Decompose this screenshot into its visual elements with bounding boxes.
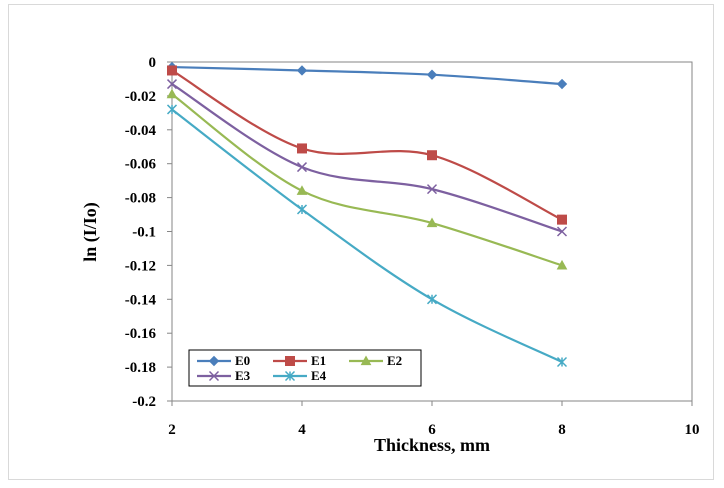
legend-item-e2: E2 xyxy=(349,353,402,368)
data-point-e3 xyxy=(296,162,308,173)
legend-item-e4: E4 xyxy=(273,368,327,383)
y-axis-title: ln (I/Io) xyxy=(80,202,101,262)
legend-marker-e0 xyxy=(208,355,220,367)
x-tick-label: 2 xyxy=(168,422,176,438)
x-axis-title: Thickness, mm xyxy=(374,435,490,455)
data-point-e1 xyxy=(427,150,437,161)
legend-item-e0: E0 xyxy=(197,353,250,368)
y-tick-label: -0.04 xyxy=(125,123,157,139)
y-tick-label: -0.06 xyxy=(125,157,157,173)
y-tick-label: -0.18 xyxy=(125,360,156,376)
legend-marker-e4 xyxy=(284,370,296,382)
legend-label-e4: E4 xyxy=(311,368,327,383)
data-point-e3 xyxy=(556,226,568,237)
y-tick-label: -0.02 xyxy=(125,89,156,105)
series-e1 xyxy=(167,65,567,225)
y-tick-label: -0.12 xyxy=(125,258,156,274)
data-point-e4 xyxy=(166,104,178,115)
legend-marker-e1 xyxy=(285,356,295,366)
x-tick-label: 4 xyxy=(298,422,306,438)
y-tick-label: -0.1 xyxy=(132,225,156,241)
legend-item-e3: E3 xyxy=(197,368,251,383)
data-point-e2 xyxy=(426,217,438,228)
series-e4 xyxy=(166,104,568,368)
legend-item-e1: E1 xyxy=(273,353,326,368)
data-point-e3 xyxy=(426,184,438,195)
legend-box xyxy=(188,349,422,387)
y-tick-label: 0 xyxy=(149,55,157,71)
series-line-e0 xyxy=(171,65,563,86)
series-e0 xyxy=(166,61,568,90)
data-point-e2 xyxy=(556,259,568,270)
legend: E0 E1 E2 E3 E4 xyxy=(188,349,422,387)
y-tick-label: -0.2 xyxy=(132,394,156,410)
legend-label-e2: E2 xyxy=(387,353,402,368)
x-tick-label: 8 xyxy=(558,422,566,438)
data-point-e2 xyxy=(166,88,178,99)
series-line-e1 xyxy=(171,69,563,221)
series-line-e4 xyxy=(171,108,563,364)
series-line-e2 xyxy=(171,93,563,267)
legend-marker-e3 xyxy=(208,370,220,382)
series-e2 xyxy=(166,88,568,270)
data-point-e4 xyxy=(556,356,568,368)
axes: 0 -0.02 -0.04 -0.06 -0.08 -0.1 -0.12 -0.14 -0.16… xyxy=(125,55,700,438)
data-point-e1 xyxy=(167,65,177,76)
series-e3 xyxy=(166,79,568,237)
legend-label-e0: E0 xyxy=(235,353,250,368)
series-layer xyxy=(166,61,568,368)
y-tick-label: -0.08 xyxy=(125,191,156,207)
y-tick-label: -0.16 xyxy=(125,326,157,342)
data-point-e1 xyxy=(557,214,567,225)
legend-label-e1: E1 xyxy=(311,353,326,368)
data-point-e4 xyxy=(426,294,438,305)
x-tick-label: 6 xyxy=(428,422,436,438)
legend-label-e3: E3 xyxy=(235,368,251,383)
data-point-e0 xyxy=(296,65,308,76)
y-tick-label: -0.14 xyxy=(125,292,157,308)
legend-marker-e2 xyxy=(360,355,372,366)
data-point-e4 xyxy=(296,204,308,215)
data-point-e2 xyxy=(296,185,308,195)
data-point-e3 xyxy=(166,79,178,90)
data-point-e0 xyxy=(556,78,568,90)
data-point-e0 xyxy=(426,69,438,80)
x-tick-label: 10 xyxy=(685,422,700,438)
data-point-e1 xyxy=(297,143,307,154)
series-line-e3 xyxy=(171,83,563,233)
